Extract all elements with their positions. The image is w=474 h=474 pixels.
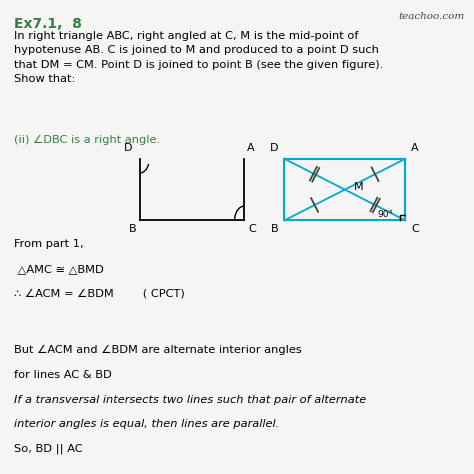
Text: A: A	[411, 143, 419, 153]
Text: △AMC ≅ △BMD: △AMC ≅ △BMD	[14, 264, 104, 274]
Text: M: M	[354, 182, 364, 192]
Text: ∴ ∠ACM = ∠BDM        ( CPCT): ∴ ∠ACM = ∠BDM ( CPCT)	[14, 289, 185, 299]
Text: interior angles is equal, then lines are parallel.: interior angles is equal, then lines are…	[14, 419, 280, 429]
Text: 90°: 90°	[377, 210, 393, 219]
Text: for lines AC & BD: for lines AC & BD	[14, 370, 112, 380]
Text: In right triangle ABC, right angled at C, M is the mid-point of
hypotenuse AB. C: In right triangle ABC, right angled at C…	[14, 31, 383, 84]
Text: But ∠ACM and ∠BDM are alternate interior angles: But ∠ACM and ∠BDM are alternate interior…	[14, 346, 302, 356]
Text: C: C	[411, 224, 419, 234]
Text: A: A	[246, 143, 254, 153]
Text: D: D	[124, 143, 133, 153]
Text: B: B	[271, 224, 279, 234]
Text: D: D	[270, 143, 279, 153]
Text: So, BD || AC: So, BD || AC	[14, 444, 83, 455]
Text: Ex7.1,  8: Ex7.1, 8	[14, 17, 82, 31]
Text: If a transversal intersects two lines such that pair of alternate: If a transversal intersects two lines su…	[14, 395, 366, 405]
Text: From part 1,: From part 1,	[14, 239, 84, 249]
Text: teachoo.com: teachoo.com	[398, 12, 465, 21]
Text: B: B	[129, 224, 137, 234]
Text: (ii) ∠DBC is a right angle.: (ii) ∠DBC is a right angle.	[14, 135, 160, 145]
Text: C: C	[249, 224, 256, 234]
